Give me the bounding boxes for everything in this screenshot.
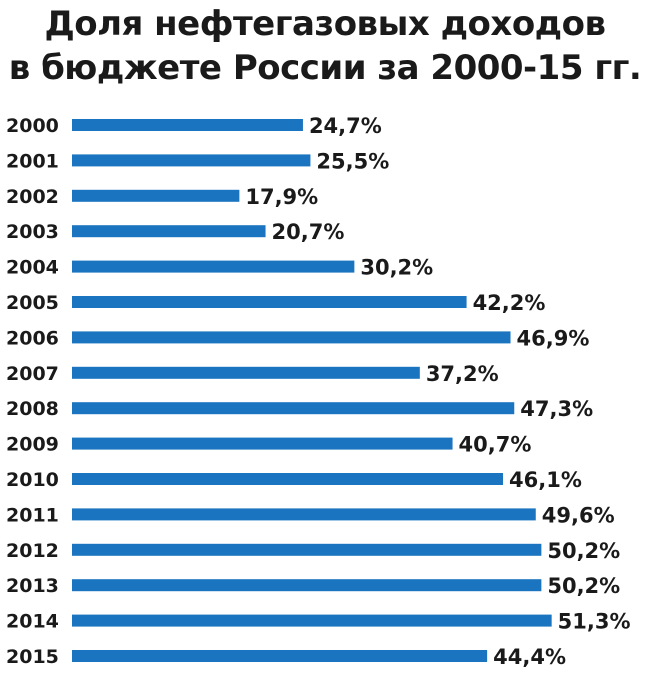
year-label-2009: 2009 [6, 434, 59, 456]
chart-title: Доля нефтегазовых доходов в бюджете Росс… [0, 2, 650, 90]
bar-2006 [72, 331, 511, 344]
year-label-2012: 2012 [6, 540, 59, 562]
year-label-2011: 2011 [6, 504, 59, 526]
year-label-2010: 2010 [6, 469, 59, 491]
value-label-2002: 17,9% [245, 185, 318, 209]
year-label-2005: 2005 [6, 292, 59, 314]
year-label-2015: 2015 [6, 646, 59, 668]
year-label-2000: 2000 [6, 115, 59, 137]
year-label-2006: 2006 [6, 327, 59, 349]
value-label-2000: 24,7% [309, 114, 382, 138]
value-label-2008: 47,3% [520, 397, 593, 421]
bar-2007 [72, 366, 420, 379]
bar-2002 [72, 189, 240, 202]
bar-2010 [72, 473, 504, 485]
value-label-2005: 42,2% [473, 291, 546, 315]
year-label-2014: 2014 [6, 611, 59, 633]
year-label-2003: 2003 [6, 221, 59, 243]
chart-title-line-1: Доля нефтегазовых доходов [44, 4, 606, 44]
value-label-2004: 30,2% [360, 256, 433, 280]
bar-2014 [72, 614, 552, 627]
bar-2005 [72, 296, 467, 308]
bar-2001 [72, 154, 311, 167]
year-label-2002: 2002 [6, 186, 59, 208]
bar-2008 [72, 402, 515, 415]
value-label-2015: 44,4% [493, 645, 566, 669]
value-label-2010: 46,1% [509, 468, 582, 492]
bar-2012 [72, 543, 542, 556]
year-label-2004: 2004 [6, 257, 59, 279]
year-label-2007: 2007 [6, 363, 59, 385]
value-label-2007: 37,2% [426, 362, 499, 386]
chart-title-line-2: в бюджете России за 2000-15 гг. [8, 48, 642, 88]
value-label-2003: 20,7% [272, 220, 345, 244]
value-label-2013: 50,2% [547, 574, 620, 598]
value-label-2014: 51,3% [558, 610, 631, 634]
bar-2015 [72, 650, 488, 662]
bar-2003 [72, 225, 266, 238]
year-label-2008: 2008 [6, 398, 59, 420]
bar-2004 [72, 260, 355, 273]
value-label-2001: 25,5% [316, 149, 389, 173]
bar-2009 [72, 437, 453, 450]
bar-2013 [72, 579, 542, 592]
year-label-2001: 2001 [6, 150, 59, 172]
value-label-2006: 46,9% [517, 326, 590, 350]
bar-2011 [72, 508, 536, 521]
value-label-2011: 49,6% [542, 503, 615, 527]
value-label-2012: 50,2% [547, 539, 620, 563]
year-label-2013: 2013 [6, 575, 59, 597]
bar-2000 [72, 119, 303, 131]
value-label-2009: 40,7% [459, 433, 532, 457]
